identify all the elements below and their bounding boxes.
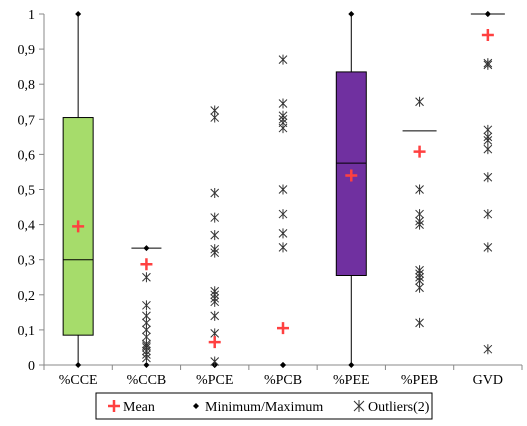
y-tick-label: 0,6 <box>18 148 36 163</box>
x-tick-label: %CCE <box>59 373 98 388</box>
outlier-marker <box>484 60 492 70</box>
outlier-marker <box>211 213 219 223</box>
outlier-marker <box>142 272 150 282</box>
legend-label: Minimum/Maximum <box>205 400 323 415</box>
y-tick-label: 0,7 <box>18 113 36 128</box>
x-axis: %CCE %CCB %PCE %PCB %PEE %PEB GVD <box>44 365 522 388</box>
outlier-marker <box>416 220 424 230</box>
outlier-marker <box>416 283 424 293</box>
outlier-marker <box>484 344 492 354</box>
y-tick-label: 0,1 <box>18 324 36 339</box>
box-gvd <box>471 11 505 354</box>
legend-label: Mean <box>123 400 155 415</box>
y-tick-label: 0,9 <box>18 43 36 58</box>
outlier-marker <box>484 209 492 219</box>
outlier-marker <box>279 209 287 219</box>
y-tick-label: 0,3 <box>18 254 36 269</box>
y-tick-label: 1 <box>28 8 35 23</box>
outlier-marker <box>279 99 287 109</box>
x-tick-label: %CCB <box>127 373 167 388</box>
outlier-marker <box>484 242 492 252</box>
y-tick-label: 0,8 <box>18 78 36 93</box>
box-pct-pee <box>336 11 366 368</box>
outlier-marker <box>279 228 287 238</box>
legend-label: Outliers(2) <box>368 400 430 415</box>
outlier-marker <box>484 135 492 145</box>
outlier-marker <box>279 185 287 195</box>
outlier-marker <box>416 97 424 107</box>
x-tick-label: %PCE <box>196 373 233 388</box>
outlier-marker <box>211 311 219 321</box>
outlier-marker <box>279 55 287 65</box>
y-tick-label: 0 <box>28 359 35 374</box>
box-pct-pcb <box>277 55 289 368</box>
outlier-marker <box>211 188 219 198</box>
y-tick-label: 0,4 <box>18 219 36 234</box>
mean-marker <box>277 322 289 334</box>
outlier-marker <box>416 185 424 195</box>
mean-marker <box>414 146 426 158</box>
min-max-marker <box>485 11 491 17</box>
min-max-marker <box>348 362 354 368</box>
outlier-marker <box>211 113 219 123</box>
x-tick-label: %PEE <box>333 373 370 388</box>
box-pct-peb <box>403 97 437 328</box>
y-tick-label: 0,5 <box>18 184 36 199</box>
y-tick-label: 0,2 <box>18 289 36 304</box>
outlier-marker <box>211 248 219 258</box>
outlier-marker <box>279 242 287 252</box>
outlier-marker <box>142 300 150 310</box>
outlier-marker <box>211 297 219 307</box>
mean-marker <box>209 336 221 348</box>
outlier-marker <box>416 318 424 328</box>
x-tick-label: %PCB <box>264 373 302 388</box>
legend: Mean Minimum/Maximum Outliers(2) <box>96 393 432 419</box>
outlier-marker <box>211 356 219 366</box>
outlier-marker <box>484 144 492 154</box>
outlier-marker <box>484 172 492 182</box>
box-pct-cce <box>63 11 93 368</box>
min-max-marker <box>75 362 81 368</box>
y-axis: 0 0,1 0,2 0,3 0,4 0,5 0,6 0,7 0,8 0,9 1 <box>18 8 45 374</box>
plot-area <box>63 11 505 368</box>
min-max-marker <box>348 11 354 17</box>
outlier-marker <box>211 230 219 240</box>
x-tick-label: GVD <box>473 373 503 388</box>
box-pct-pce <box>209 106 221 368</box>
box-pct-ccb <box>131 245 161 368</box>
outlier-marker <box>279 123 287 133</box>
min-max-marker <box>75 11 81 17</box>
min-max-marker <box>143 245 149 251</box>
min-max-marker <box>280 362 286 368</box>
mean-marker <box>482 29 494 41</box>
x-tick-label: %PEB <box>401 373 438 388</box>
outlier-marker <box>142 353 150 363</box>
mean-marker <box>140 258 152 270</box>
